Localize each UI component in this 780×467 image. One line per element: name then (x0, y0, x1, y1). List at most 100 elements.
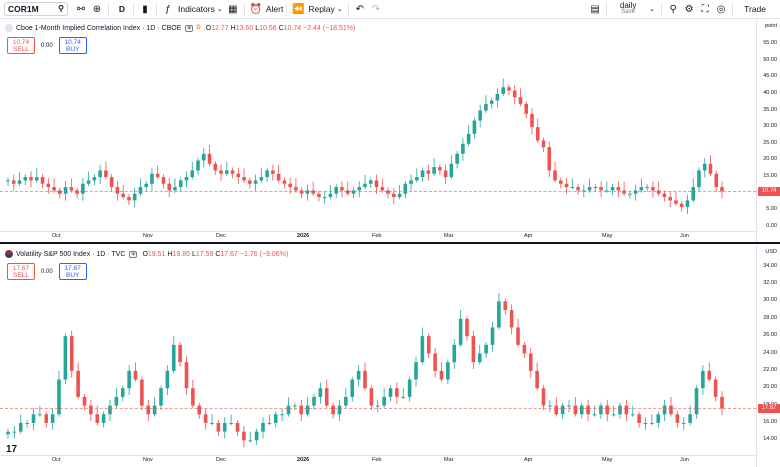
candle-body (17, 180, 22, 184)
candle (132, 187, 137, 208)
layout-icon[interactable]: ▤ (590, 3, 600, 15)
settings-icon[interactable]: ⚙ (684, 3, 694, 15)
candle (109, 174, 114, 192)
candle (472, 117, 477, 139)
price-axis[interactable]: USD 34.00 32.00 30.00 28.00 26.00 24.00 22.00 2… (756, 246, 780, 467)
candle-body (184, 177, 189, 181)
candle (69, 178, 74, 193)
alert-button[interactable]: ⏰ Alert (248, 0, 284, 19)
candle (150, 167, 154, 191)
series-legend[interactable]: Cboe 1-Month Implied Correlation Index ·… (5, 24, 355, 32)
camera-icon[interactable]: ◎ (716, 3, 726, 15)
eye-icon[interactable]: ◉ (185, 24, 194, 32)
candle (681, 417, 686, 430)
quick-search-icon[interactable]: ⚲ (669, 3, 677, 15)
undo-icon[interactable]: ↶ (355, 3, 364, 15)
spread-value: 0.00 (41, 268, 53, 275)
chevron-down-icon[interactable]: ⌄ (336, 6, 343, 13)
candle (380, 178, 385, 193)
redo-icon[interactable]: ↷ (371, 3, 380, 15)
price-tick-label: 34.00 (763, 262, 777, 269)
indicators-button[interactable]: ƒ Indicators (160, 0, 215, 19)
tradingview-logo[interactable]: 17 (6, 444, 18, 455)
alert-label: Alert (265, 4, 284, 14)
candle (311, 181, 315, 197)
candle (101, 411, 106, 428)
price-plot-vix[interactable] (0, 246, 756, 467)
sell-button[interactable]: 10.74 SELL (7, 37, 35, 54)
sell-button[interactable]: 17.67 SELL (7, 263, 35, 280)
trade-button[interactable]: Trade (744, 4, 766, 14)
replay-label: Replay (308, 4, 335, 14)
candle (345, 181, 350, 197)
compare-icon[interactable]: ⚯ (76, 3, 86, 15)
candle (541, 385, 546, 411)
candle (305, 184, 310, 201)
candle-body (312, 396, 316, 406)
divider (133, 2, 134, 16)
eye-icon[interactable]: ◉ (129, 250, 138, 258)
candle-body (114, 396, 119, 406)
alarm-clock-icon: ⏰ (249, 3, 263, 15)
fullscreen-icon[interactable]: ⛶ (701, 3, 709, 15)
candle-body (438, 167, 442, 171)
candle-body (161, 177, 166, 184)
series-legend[interactable]: Volatility S&P 500 Index · 1D · TVC ◉ O1… (5, 250, 288, 258)
candle (40, 174, 45, 189)
candle-body (530, 113, 534, 128)
candle-body (288, 183, 292, 188)
candle-body (340, 187, 344, 191)
candle-body (618, 405, 622, 415)
candle-body (439, 370, 444, 380)
templates-icon[interactable]: ▦ (228, 3, 238, 15)
chart-pane-vix[interactable]: Volatility S&P 500 Index · 1D · TVC ◉ O1… (0, 246, 780, 467)
candle-body (305, 405, 310, 415)
candle (382, 388, 386, 408)
time-axis[interactable]: Oct Nov Dec 2026 Feb Mar Apr May Jun (0, 456, 756, 466)
candle (248, 177, 252, 189)
unit-label: point (765, 23, 777, 29)
candle (351, 187, 356, 199)
candle (29, 171, 33, 188)
candle-body (38, 414, 42, 416)
replay-button[interactable]: ⏪ Replay (290, 0, 335, 19)
price-tick-label: 0.00 (766, 223, 777, 229)
candle (624, 399, 629, 422)
candle-body (150, 173, 154, 184)
candle-chart-type-icon[interactable]: ▮ (142, 3, 148, 15)
symbol-search[interactable]: COR1M ⚲ (4, 2, 68, 16)
chevron-down-icon[interactable]: ⌄ (649, 6, 656, 13)
candle-body (477, 353, 482, 363)
candle-body (138, 187, 143, 194)
candle (203, 408, 208, 430)
candle-body (522, 344, 527, 354)
buy-button[interactable]: 10.74 BUY (58, 37, 87, 54)
low-label: L (255, 24, 260, 32)
price-plot-cor1m[interactable] (0, 20, 756, 242)
add-symbol-icon[interactable]: ⊕ (92, 3, 102, 15)
price-tick-label: 30.00 (763, 297, 777, 304)
candle (31, 408, 36, 430)
time-axis[interactable]: Oct Nov Dec 2026 Feb Mar Apr May Jun (0, 232, 756, 242)
chevron-down-icon[interactable]: ⌄ (216, 6, 223, 13)
candle-body (685, 200, 690, 208)
candle-body (397, 193, 402, 198)
time-tick-label: Mar (444, 233, 454, 239)
candle-body (159, 388, 163, 406)
chart-pane-cor1m[interactable]: Cboe 1-Month Implied Correlation Index ·… (0, 20, 780, 244)
candle (455, 150, 459, 169)
interval-button[interactable]: D (118, 4, 126, 14)
price-axis[interactable]: point 55.00 50.00 45.00 40.00 35.00 30.00 25.0… (756, 20, 780, 242)
close-value: 10.74 (283, 24, 302, 32)
candle (697, 167, 701, 192)
candle-body (191, 388, 195, 406)
buy-button[interactable]: 17.67 BUY (58, 263, 87, 280)
price-tick-label: 45.00 (763, 73, 777, 80)
candle (138, 178, 143, 197)
candle-body (611, 414, 616, 416)
layout-name-button[interactable]: daily Save (610, 2, 646, 16)
open-value: 12.77 (211, 24, 229, 32)
sell-price: 10.74 (12, 39, 30, 46)
candle (484, 341, 488, 359)
candle-body (322, 197, 327, 199)
